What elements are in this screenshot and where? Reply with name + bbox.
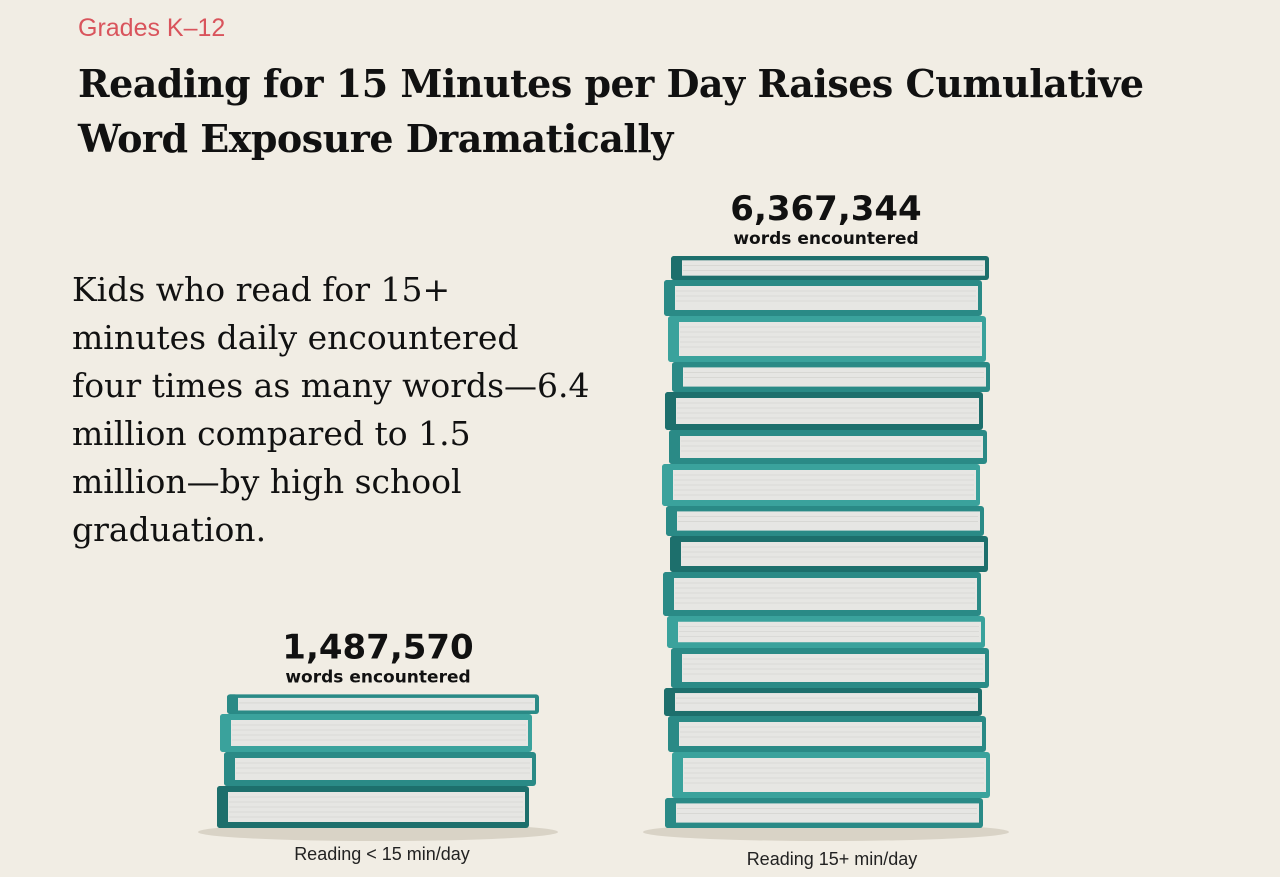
book — [224, 752, 536, 786]
chart-title: Reading for 15 Minutes per Day Raises Cu… — [78, 61, 1144, 161]
value-label: 6,367,344 — [730, 189, 921, 229]
book — [669, 430, 987, 464]
book — [668, 716, 986, 752]
book — [672, 752, 990, 798]
book — [665, 798, 983, 828]
book — [665, 392, 983, 430]
book — [668, 316, 986, 362]
summary-text: Kids who read for 15+ minutes daily enco… — [72, 270, 590, 549]
book — [670, 536, 988, 572]
book — [667, 616, 985, 648]
book — [220, 714, 532, 752]
category-label: Reading < 15 min/day — [294, 844, 470, 864]
book — [662, 464, 980, 506]
book — [666, 506, 984, 536]
value-label: 1,487,570 — [282, 627, 473, 667]
book — [664, 688, 982, 716]
unit-label: words encountered — [733, 229, 918, 249]
grade-range-kicker: Grades K–12 — [78, 14, 226, 42]
book — [672, 362, 990, 392]
unit-label: words encountered — [285, 667, 470, 687]
book — [671, 256, 989, 280]
book-stack-2 — [643, 256, 1009, 841]
book-stack-1 — [198, 694, 558, 841]
book — [227, 694, 539, 714]
book — [671, 648, 989, 688]
book — [217, 786, 529, 828]
category-label: Reading 15+ min/day — [747, 849, 918, 869]
book — [663, 572, 981, 616]
book — [664, 280, 982, 316]
